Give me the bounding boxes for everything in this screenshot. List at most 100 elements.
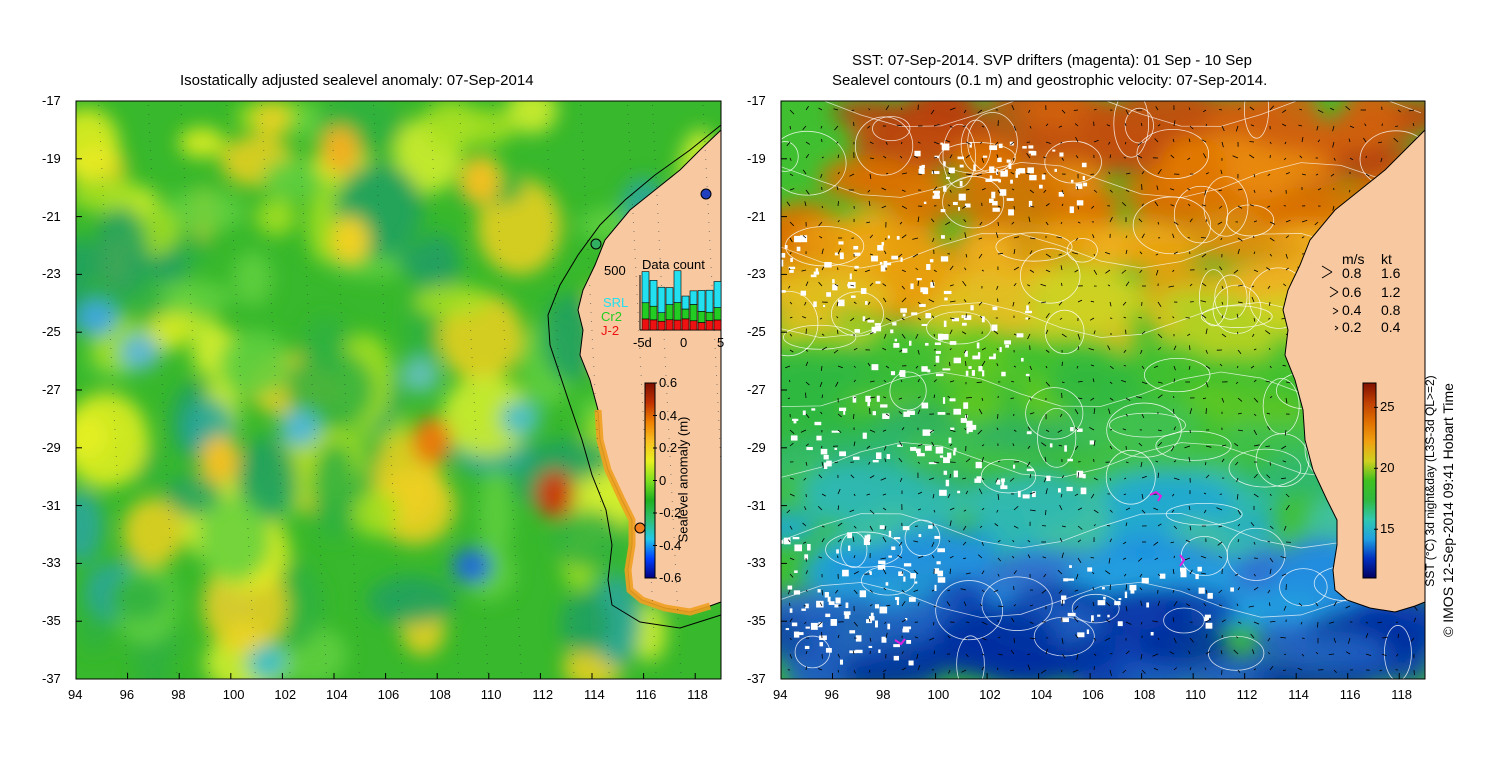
velocity-arrow <box>1125 235 1128 239</box>
sst-colorbar-label: SST (°C) 3d night&day (L3S-3d QL>=2) <box>1423 375 1437 587</box>
velocity-arrow <box>853 589 858 594</box>
velocity-arrow <box>1237 397 1243 402</box>
right-lon-tick-label: 116 <box>1339 687 1361 702</box>
velocity-arrow <box>1205 445 1212 448</box>
velocity-arrow <box>933 186 938 191</box>
velocity-arrow <box>979 141 983 144</box>
velocity-arrow <box>1205 474 1210 479</box>
velocity-arrow <box>933 379 937 383</box>
velocity-arrow <box>866 445 871 449</box>
velocity-arrow <box>1029 189 1035 194</box>
velocity-arrow <box>789 221 795 227</box>
velocity-arrow <box>1316 125 1319 131</box>
velocity-arrow <box>962 525 967 531</box>
velocity-arrow <box>1109 154 1112 159</box>
velocity-arrow <box>960 588 967 591</box>
velocity-arrow <box>1077 333 1081 340</box>
velocity-arrow <box>1072 252 1079 255</box>
velocity-arrow <box>979 603 983 607</box>
velocity-arrow <box>884 458 887 463</box>
velocity-arrow <box>1029 621 1034 625</box>
velocity-arrow <box>1170 541 1175 544</box>
velocity-arrow <box>1029 412 1035 415</box>
velocity-arrow <box>949 317 955 320</box>
velocity-arrow <box>1061 475 1065 479</box>
velocity-arrow <box>981 621 988 626</box>
velocity-arrow <box>1317 188 1322 191</box>
velocity-arrow <box>1233 649 1239 655</box>
velocity-arrow <box>1299 108 1303 111</box>
velocity-arrow <box>819 235 823 239</box>
velocity-arrow <box>1218 189 1223 192</box>
velocity-arrow <box>885 141 888 145</box>
data-count-bar <box>713 307 722 321</box>
colorbar-tick-label: -0.4 <box>659 537 682 553</box>
velocity-arrow <box>1109 216 1113 223</box>
colorbar-tick-label: -0.6 <box>659 570 682 585</box>
velocity-arrow <box>1189 429 1191 433</box>
velocity-arrow <box>1139 573 1143 578</box>
velocity-arrow <box>1349 157 1354 161</box>
velocity-arrow <box>1377 621 1383 624</box>
velocity-arrow <box>979 221 983 226</box>
velocity-arrow <box>946 601 951 607</box>
velocity-arrow <box>869 332 874 335</box>
velocity-arrow <box>1332 205 1335 211</box>
velocity-arrow <box>837 653 841 658</box>
velocity-arrow <box>899 349 903 353</box>
velocity-legend-ms: 0.8 <box>1342 265 1362 281</box>
velocity-arrow <box>837 522 843 527</box>
velocity-arrow <box>1173 408 1175 415</box>
velocity-arrow <box>850 317 855 322</box>
colorbar-tick-label: -0.2 <box>659 505 682 520</box>
velocity-arrow <box>1283 283 1287 287</box>
colorbar-tick-label: 0.4 <box>659 407 678 423</box>
velocity-arrow <box>802 169 807 175</box>
velocity-arrow <box>1187 157 1191 161</box>
velocity-arrow <box>1011 617 1015 623</box>
velocity-arrow <box>1045 123 1049 127</box>
velocity-arrow <box>821 394 824 399</box>
velocity-arrow <box>1013 283 1017 287</box>
velocity-arrow <box>1029 250 1033 255</box>
velocity-arrow <box>917 508 922 511</box>
velocity-arrow <box>851 109 855 112</box>
velocity-arrow <box>1009 477 1015 482</box>
velocity-arrow <box>1141 381 1148 385</box>
velocity-arrow <box>1140 461 1143 468</box>
velocity-arrow <box>869 429 876 433</box>
velocity-arrow <box>965 458 971 463</box>
velocity-arrow <box>1413 605 1418 611</box>
velocity-arrow <box>1138 442 1143 447</box>
velocity-arrow <box>1061 189 1064 195</box>
satellite-label-j2: J-2 <box>601 323 620 338</box>
velocity-arrow <box>931 315 935 319</box>
velocity-arrow <box>821 346 828 351</box>
velocity-arrow <box>1205 408 1207 415</box>
velocity-arrow <box>1122 557 1127 560</box>
data-count-bar <box>641 271 650 304</box>
velocity-arrow <box>1301 653 1305 657</box>
velocity-arrow <box>1045 203 1050 207</box>
velocity-arrow <box>981 477 985 481</box>
velocity-arrow <box>1152 620 1159 623</box>
velocity-arrow <box>1205 365 1211 369</box>
velocity-arrow <box>1221 141 1224 148</box>
velocity-arrow <box>1299 155 1303 159</box>
velocity-arrow <box>965 572 971 575</box>
velocity-arrow <box>1172 568 1175 575</box>
velocity-arrow <box>917 396 921 399</box>
velocity-arrow <box>1125 172 1131 175</box>
velocity-legend-kt: 0.4 <box>1381 319 1401 335</box>
velocity-arrow <box>1395 621 1399 623</box>
velocity-arrow <box>1217 541 1223 546</box>
velocity-arrow <box>818 107 823 111</box>
velocity-arrow <box>901 651 904 655</box>
velocity-arrow <box>1268 317 1271 320</box>
velocity-arrow <box>933 621 935 626</box>
velocity-arrow <box>917 555 924 559</box>
velocity-arrow <box>947 635 951 639</box>
velocity-arrow <box>901 297 907 303</box>
velocity-arrow <box>981 666 985 671</box>
velocity-arrow <box>1155 106 1159 111</box>
